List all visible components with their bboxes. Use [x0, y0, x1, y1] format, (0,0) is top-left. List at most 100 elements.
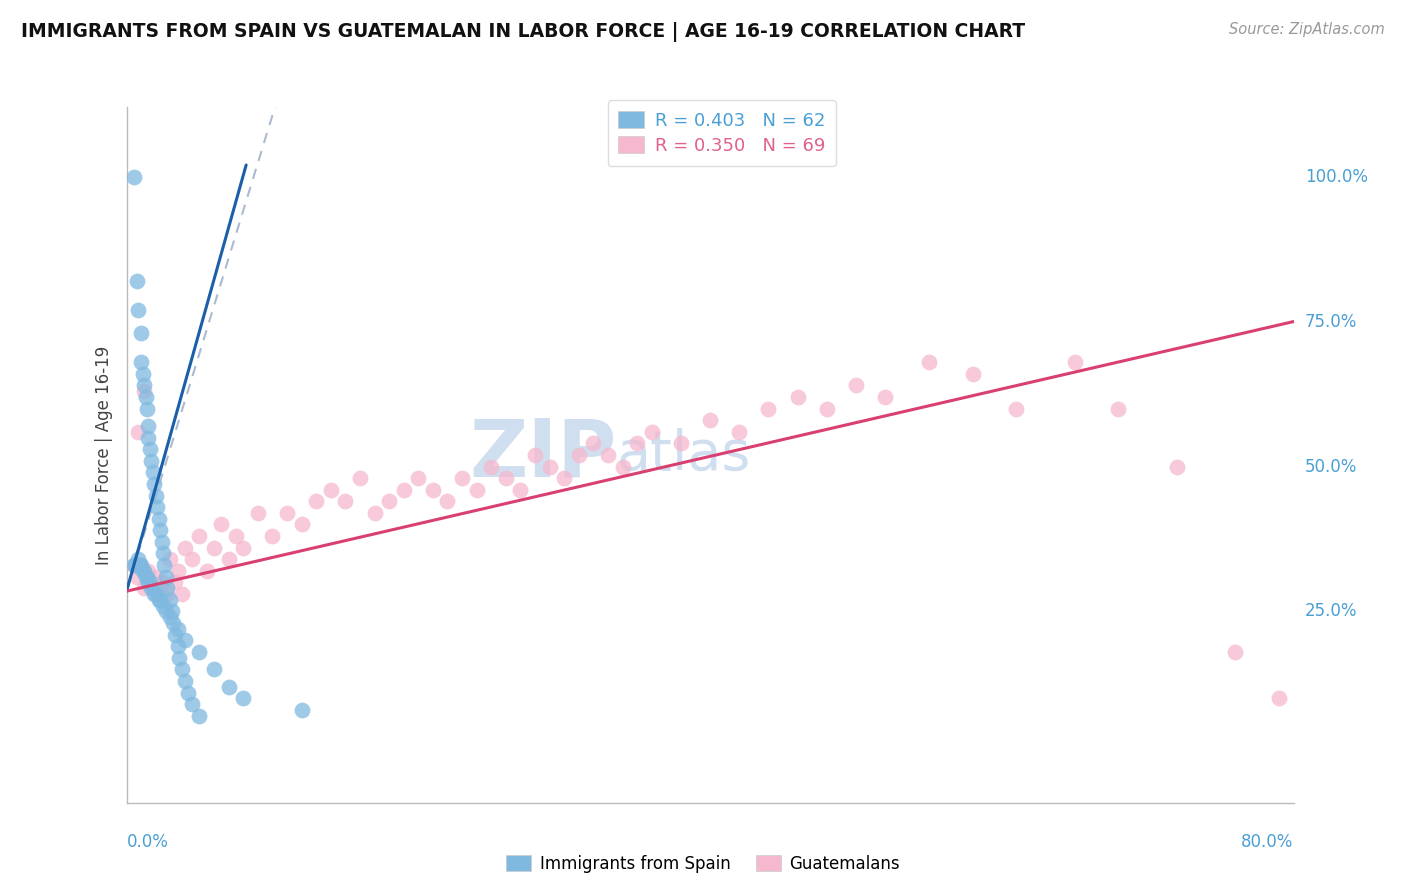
Point [1063, 355, 1085, 369]
Point [145, 489, 167, 503]
Point [159, 592, 181, 607]
Point [127, 303, 149, 318]
Point [167, 651, 190, 665]
Text: IMMIGRANTS FROM SPAIN VS GUATEMALAN IN LABOR FORCE | AGE 16-19 CORRELATION CHART: IMMIGRANTS FROM SPAIN VS GUATEMALAN IN L… [21, 22, 1025, 42]
Point [152, 575, 174, 590]
Point [436, 494, 458, 508]
Point [225, 529, 247, 543]
Point [202, 662, 225, 677]
Point [612, 459, 634, 474]
Point [524, 448, 547, 462]
Point [142, 575, 165, 590]
Point [159, 610, 181, 624]
Point [129, 326, 152, 341]
Point [141, 582, 163, 596]
Point [150, 534, 173, 549]
Point [392, 483, 415, 497]
Point [699, 413, 721, 427]
Point [125, 274, 148, 288]
Point [451, 471, 474, 485]
Legend: R = 0.403   N = 62, R = 0.350   N = 69: R = 0.403 N = 62, R = 0.350 N = 69 [607, 100, 835, 166]
Point [128, 558, 150, 573]
Point [131, 564, 153, 578]
Point [138, 575, 160, 590]
Point [815, 401, 838, 416]
Point [465, 483, 488, 497]
Point [188, 529, 211, 543]
Point [127, 425, 149, 439]
Point [148, 592, 170, 607]
Point [163, 628, 186, 642]
Point [1108, 401, 1130, 416]
Point [124, 558, 146, 573]
Point [170, 662, 193, 677]
Point [305, 494, 328, 508]
Point [148, 512, 170, 526]
Point [202, 541, 225, 555]
Point [408, 471, 430, 485]
Point [174, 674, 197, 689]
Point [568, 448, 591, 462]
Legend: Immigrants from Spain, Guatemalans: Immigrants from Spain, Guatemalans [499, 848, 907, 880]
Point [538, 459, 561, 474]
Point [1223, 645, 1246, 659]
Point [156, 582, 179, 596]
Point [142, 466, 165, 480]
Point [232, 541, 254, 555]
Point [149, 592, 172, 607]
Point [127, 552, 149, 566]
Point [143, 587, 166, 601]
Point [143, 476, 166, 491]
Point [875, 390, 897, 404]
Point [918, 355, 941, 369]
Point [122, 558, 145, 573]
Point [845, 378, 868, 392]
Point [145, 587, 167, 601]
Point [129, 355, 152, 369]
Point [188, 645, 211, 659]
Point [132, 384, 155, 398]
Point [335, 494, 357, 508]
Point [218, 552, 240, 566]
Point [174, 541, 197, 555]
Point [728, 425, 751, 439]
Point [142, 582, 165, 596]
Text: 75.0%: 75.0% [1305, 312, 1357, 331]
Text: 100.0%: 100.0% [1305, 168, 1368, 186]
Point [131, 367, 153, 381]
Point [156, 587, 179, 601]
Point [786, 390, 808, 404]
Point [1005, 401, 1028, 416]
Point [276, 506, 298, 520]
Point [138, 419, 160, 434]
Point [181, 698, 204, 712]
Point [152, 599, 174, 613]
Point [495, 471, 517, 485]
Point [195, 564, 218, 578]
Point [177, 685, 200, 699]
Point [155, 570, 177, 584]
Point [141, 453, 163, 467]
Point [122, 558, 145, 573]
Text: 25.0%: 25.0% [1305, 602, 1357, 621]
Point [129, 558, 152, 573]
Point [669, 436, 692, 450]
Point [626, 436, 648, 450]
Point [132, 378, 155, 392]
Point [125, 570, 148, 584]
Point [479, 459, 502, 474]
Point [1268, 691, 1291, 706]
Point [209, 517, 232, 532]
Point [319, 483, 342, 497]
Point [246, 506, 269, 520]
Point [132, 582, 155, 596]
Point [136, 401, 159, 416]
Point [139, 575, 162, 590]
Point [152, 546, 174, 561]
Text: ZIP: ZIP [470, 416, 617, 494]
Point [422, 483, 444, 497]
Point [134, 570, 156, 584]
Text: atlas: atlas [617, 428, 751, 482]
Point [290, 703, 312, 717]
Point [363, 506, 385, 520]
